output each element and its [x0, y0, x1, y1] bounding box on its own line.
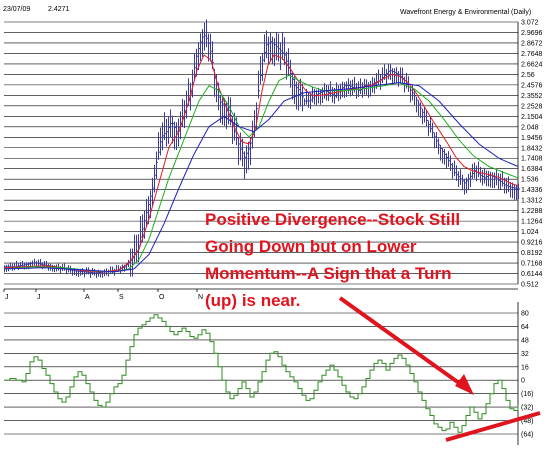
- annotation-line-2: Going Down but on Lower: [205, 237, 417, 256]
- price-tick-label: 0.9216: [521, 240, 543, 247]
- date-tick-label: N: [198, 294, 203, 301]
- annotation-line-1: Positive Divergence--Stock Still: [205, 210, 460, 229]
- price-tick-label: 1.024: [521, 229, 539, 236]
- date-tick-label: O: [159, 294, 165, 301]
- price-tick-label: 1.2288: [521, 208, 543, 215]
- oscillator-line: [4, 314, 519, 433]
- oscillator-series: [4, 314, 519, 433]
- price-tick-label: 2.9696: [521, 30, 543, 37]
- price-tick-label: 0.6144: [521, 271, 543, 278]
- oscillator-tick-label: 80: [521, 311, 529, 318]
- price-tick-label: 1.4336: [521, 187, 543, 194]
- price-tick-label: 2.56: [521, 72, 535, 79]
- header-date: 23/07/09: [3, 6, 30, 13]
- price-tick-label: 1.7408: [521, 156, 543, 163]
- annotation-arrow: [338, 296, 474, 395]
- price-tick-label: 1.536: [521, 177, 539, 184]
- date-tick-label: A: [85, 294, 90, 301]
- oscillator-tick-label: 16: [521, 364, 529, 371]
- price-tick-label: 0.7168: [521, 261, 543, 268]
- oscillator-tick-label: 48: [521, 337, 529, 344]
- price-tick-label: 2.8672: [521, 40, 543, 47]
- oscillator-panel-grid: [4, 302, 519, 445]
- price-tick-label: 2.1504: [521, 114, 543, 121]
- price-tick-label: 0.8192: [521, 250, 543, 257]
- price-axis-ticks: 3.072 2.9696 2.8672 2.7648 2.6624 2.56 2.4576 2…: [521, 20, 543, 289]
- annotation-line-4: (up) is near.: [205, 291, 300, 310]
- price-tick-label: 2.4576: [521, 82, 543, 89]
- date-tick-label: J: [37, 294, 41, 301]
- price-tick-label: 1.9456: [521, 135, 543, 142]
- ma-mid-line: [3, 74, 519, 273]
- annotation-line-3: Momentum--A Sign that a Turn: [205, 264, 451, 283]
- price-tick-label: 1.1264: [521, 219, 543, 226]
- date-tick-label: S: [119, 294, 124, 301]
- price-tick-label: 2.2528: [521, 103, 543, 110]
- ma-fast-line: [3, 54, 519, 273]
- oscillator-tick-label: 32: [521, 351, 529, 358]
- header-last-price: 2.4271: [48, 6, 70, 13]
- date-tick-label: J: [5, 294, 9, 301]
- price-tick-label: 1.6384: [521, 166, 543, 173]
- oscillator-tick-label: 64: [521, 324, 529, 331]
- divergence-trendline: [445, 411, 541, 442]
- price-tick-label: 0.512: [521, 282, 539, 289]
- price-tick-label: 2.7648: [521, 51, 543, 58]
- oscillator-tick-label: 0: [521, 378, 525, 385]
- chart-title: Wavefront Energy & Environmental (Daily): [400, 9, 531, 16]
- oscillator-tick-label: (64): [521, 432, 533, 439]
- ma-slow-line: [3, 82, 519, 273]
- price-tick-label: 2.048: [521, 124, 539, 131]
- price-tick-label: 2.6624: [521, 61, 543, 68]
- oscillator-tick-label: (48): [521, 418, 533, 425]
- price-tick-label: 1.8432: [521, 145, 543, 152]
- price-tick-label: 1.3312: [521, 198, 543, 205]
- price-tick-label: 3.072: [521, 20, 539, 27]
- price-tick-label: 2.3552: [521, 93, 543, 100]
- oscillator-tick-label: (32): [521, 405, 533, 412]
- price-panel-grid: [4, 21, 519, 290]
- moving-averages: [3, 54, 519, 273]
- oscillator-axis-ticks: 80 64 48 32 16 0 (16) (32) (48) (64): [521, 311, 533, 439]
- oscillator-tick-label: (16): [521, 391, 533, 398]
